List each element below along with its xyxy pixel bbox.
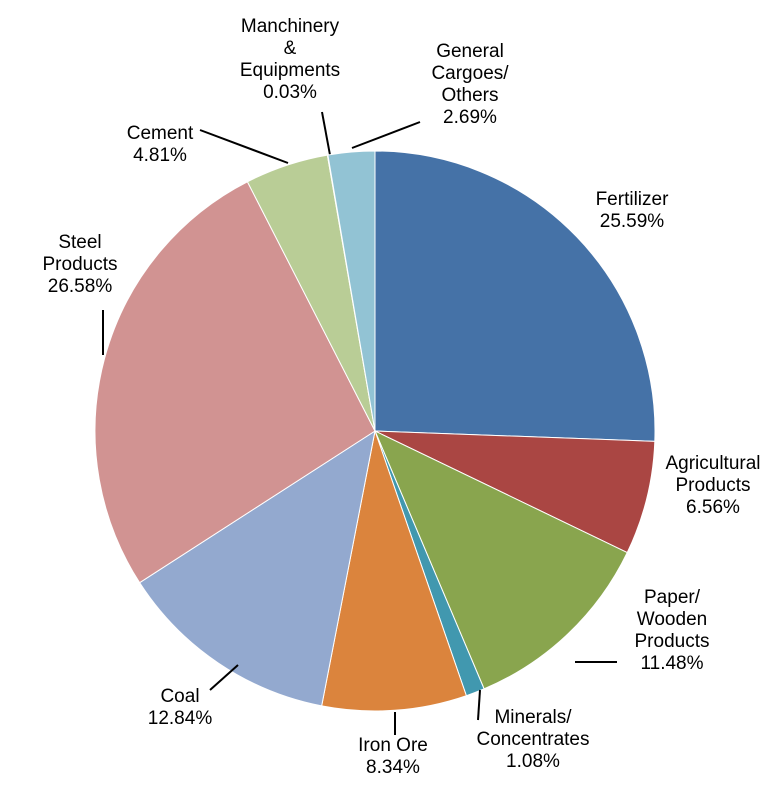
leader-line — [321, 111, 331, 156]
slice-label: Agricultural Products 6.56% — [665, 453, 760, 519]
category-name: Coal — [160, 686, 200, 707]
slice-label: General Cargoes/ Others 2.69% — [431, 41, 508, 129]
slice-label: Fertilizer 25.59% — [596, 189, 669, 233]
pie-slice — [374, 430, 656, 554]
category-name: Paper/ Wooden Products — [634, 587, 710, 652]
pie-slice — [327, 150, 376, 432]
leader-line — [351, 121, 421, 149]
pie-slice — [321, 429, 467, 712]
category-name: Iron Ore — [358, 735, 428, 756]
value-label: 4.81% — [133, 145, 187, 166]
slice-label: Paper/ Wooden Products 11.48% — [635, 587, 710, 675]
leader-line — [477, 689, 481, 721]
category-name: Steel Products — [42, 232, 118, 275]
leader-line — [199, 129, 289, 164]
category-name: Manchinery & Equipments — [239, 16, 341, 81]
slice-label: Minerals/ Concentrates 1.08% — [476, 707, 589, 773]
pie-slice — [138, 429, 376, 707]
category-name: Agricultural Products — [665, 453, 761, 496]
value-label: 1.08% — [506, 751, 560, 772]
slice-label: Iron Ore 8.34% — [358, 735, 428, 779]
category-name: Fertilizer — [595, 189, 669, 210]
value-label: 8.34% — [366, 757, 420, 778]
value-label: 2.69% — [443, 107, 497, 128]
pie-slice — [374, 429, 628, 690]
slice-label: Steel Products 26.58% — [43, 232, 118, 298]
value-label: 26.58% — [47, 276, 113, 297]
category-name: General Cargoes/ Others — [431, 41, 509, 106]
category-name: Cement — [126, 123, 194, 144]
pie-slice — [94, 181, 376, 584]
value-label: 25.59% — [599, 211, 665, 232]
value-label: 6.56% — [686, 497, 740, 518]
value-label: 0.03% — [263, 82, 317, 103]
value-label: 11.48% — [640, 653, 704, 674]
leader-line — [209, 664, 239, 691]
value-label: 12.84% — [147, 708, 213, 729]
slice-label: Cement 4.81% — [127, 123, 194, 167]
category-name: Minerals/ Concentrates — [476, 707, 590, 750]
slice-label: Coal 12.84% — [148, 686, 212, 730]
pie-slice — [374, 150, 656, 442]
slice-label: Manchinery & Equipments 0.03% — [240, 16, 340, 104]
